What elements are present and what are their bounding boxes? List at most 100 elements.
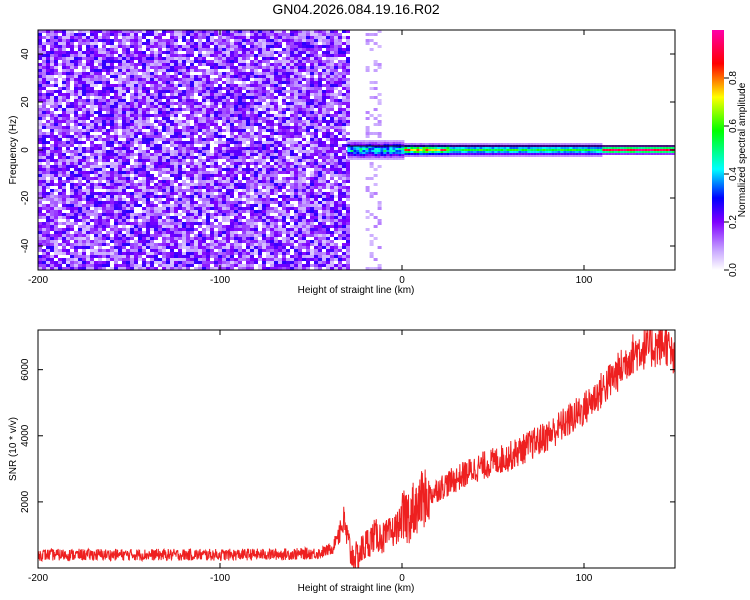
heatmap-cell	[234, 168, 238, 171]
heatmap-cell	[174, 180, 178, 183]
heatmap-cell	[210, 105, 214, 108]
heatmap-cell	[258, 120, 262, 123]
heatmap-cell	[134, 69, 138, 72]
heatmap-cell	[314, 174, 318, 177]
heatmap-cell	[198, 174, 202, 177]
heatmap-cell	[122, 120, 126, 123]
heatmap-cell	[246, 177, 250, 180]
heatmap-cell	[74, 240, 78, 243]
heatmap-cell	[94, 48, 98, 51]
heatmap-cell	[134, 54, 138, 57]
heatmap-cell	[54, 123, 58, 126]
heatmap-cell	[222, 135, 226, 138]
heatmap-cell	[246, 138, 250, 141]
heatmap-cell	[246, 84, 250, 87]
heatmap-cell	[218, 144, 222, 147]
heatmap-cell	[210, 132, 214, 135]
heatmap-cell	[94, 222, 98, 225]
heatmap-cell	[138, 84, 142, 87]
heatmap-cell	[274, 177, 278, 180]
heatmap-cell	[258, 216, 262, 219]
heatmap-cell	[118, 105, 122, 108]
heatmap-cell	[230, 132, 234, 135]
heatmap-cell	[258, 162, 262, 165]
heatmap-cell	[222, 186, 226, 189]
heatmap-cell	[50, 222, 54, 225]
heatmap-cell	[214, 258, 218, 261]
heatmap-cell	[42, 42, 46, 45]
heatmap-cell	[90, 78, 94, 81]
heatmap-cell	[294, 36, 298, 39]
heatmap-cell	[130, 144, 134, 147]
heatmap-cell	[154, 216, 158, 219]
heatmap-cell	[186, 243, 190, 246]
heatmap-cell	[178, 207, 182, 210]
heatmap-cell	[266, 111, 270, 114]
heatmap-cell	[114, 228, 118, 231]
heatmap-cell	[270, 246, 274, 249]
heatmap-cell	[270, 234, 274, 237]
heatmap-cell	[170, 93, 174, 96]
heatmap-cell	[206, 135, 210, 138]
heatmap-cell	[46, 120, 50, 123]
heatmap-cell	[110, 240, 114, 243]
heatmap-cell	[222, 108, 226, 111]
heatmap-cell	[114, 123, 118, 126]
heatmap-cell	[242, 75, 246, 78]
heatmap-cell	[62, 204, 66, 207]
heatmap-cell	[58, 195, 62, 198]
heatmap-cell	[266, 249, 270, 252]
heatmap-cell	[58, 252, 62, 255]
heatmap-cell	[82, 33, 86, 36]
heatmap-cell	[102, 87, 106, 90]
heatmap-cell	[250, 147, 254, 150]
heatmap-cell	[230, 252, 234, 255]
heatmap-cell	[210, 153, 214, 156]
heatmap-cell	[242, 132, 246, 135]
heatmap-cell	[226, 30, 230, 33]
heatmap-cell	[198, 249, 202, 252]
heatmap-cell	[282, 135, 286, 138]
heatmap-cell	[186, 120, 190, 123]
heatmap-cell	[230, 171, 234, 174]
heatmap-cell	[250, 72, 254, 75]
heatmap-cell	[90, 126, 94, 129]
heatmap-cell	[134, 135, 138, 138]
heatmap-cell	[126, 150, 130, 153]
heatmap-cell	[234, 108, 238, 111]
heatmap-cell	[162, 153, 166, 156]
heatmap-cell	[250, 54, 254, 57]
heatmap-cell	[162, 84, 166, 87]
heatmap-cell	[246, 195, 250, 198]
heatmap-cell	[62, 180, 66, 183]
heatmap-cell	[158, 264, 162, 267]
heatmap-cell	[106, 90, 110, 93]
heatmap-cell	[246, 72, 250, 75]
heatmap-cell	[282, 93, 286, 96]
heatmap-cell	[274, 72, 278, 75]
heatmap-cell	[86, 255, 90, 258]
heatmap-cell	[138, 204, 142, 207]
heatmap-cell	[302, 144, 306, 147]
heatmap-cell	[90, 51, 94, 54]
heatmap-cell	[266, 135, 270, 138]
heatmap-cell	[182, 201, 186, 204]
heatmap-cell	[114, 267, 118, 270]
heatmap-cell	[210, 33, 214, 36]
heatmap-cell	[162, 171, 166, 174]
heatmap-cell	[170, 57, 174, 60]
heatmap-cell	[238, 78, 242, 81]
heatmap-cell	[58, 126, 62, 129]
heatmap-cell	[98, 36, 102, 39]
heatmap-cell	[134, 120, 138, 123]
heatmap-cell	[298, 168, 302, 171]
heatmap-cell	[114, 75, 118, 78]
heatmap-cell	[218, 111, 222, 114]
heatmap-cell	[282, 72, 286, 75]
heatmap-cell	[306, 189, 310, 192]
heatmap-cell	[110, 75, 114, 78]
heatmap-cell	[158, 45, 162, 48]
heatmap-cell	[86, 108, 90, 111]
heatmap-cell	[266, 144, 270, 147]
heatmap-cell	[110, 237, 114, 240]
